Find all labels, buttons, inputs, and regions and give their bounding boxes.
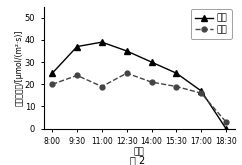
珉米 — [125, 50, 128, 52]
Line: 小麦: 小麦 — [50, 71, 228, 124]
X-axis label: 时间: 时间 — [134, 147, 144, 156]
珉米 — [100, 41, 103, 43]
小麦 — [76, 74, 79, 76]
Text: 图 2: 图 2 — [130, 155, 146, 165]
小麦 — [125, 72, 128, 74]
小麦 — [175, 85, 178, 87]
珉米 — [150, 61, 153, 63]
珉米 — [200, 90, 203, 92]
珉米 — [175, 72, 178, 74]
Line: 珉米: 珉米 — [49, 39, 229, 132]
Legend: 珉米, 小麦: 珉米, 小麦 — [191, 9, 232, 39]
小麦 — [150, 81, 153, 83]
小麦 — [100, 85, 103, 87]
珉米 — [225, 128, 227, 130]
珉米 — [51, 72, 54, 74]
小麦 — [200, 92, 203, 94]
小麦 — [51, 83, 54, 85]
Y-axis label: 净光合速率/[μmol/(m²·s)]: 净光合速率/[μmol/(m²·s)] — [14, 30, 23, 106]
小麦 — [225, 121, 227, 123]
珉米 — [76, 46, 79, 48]
